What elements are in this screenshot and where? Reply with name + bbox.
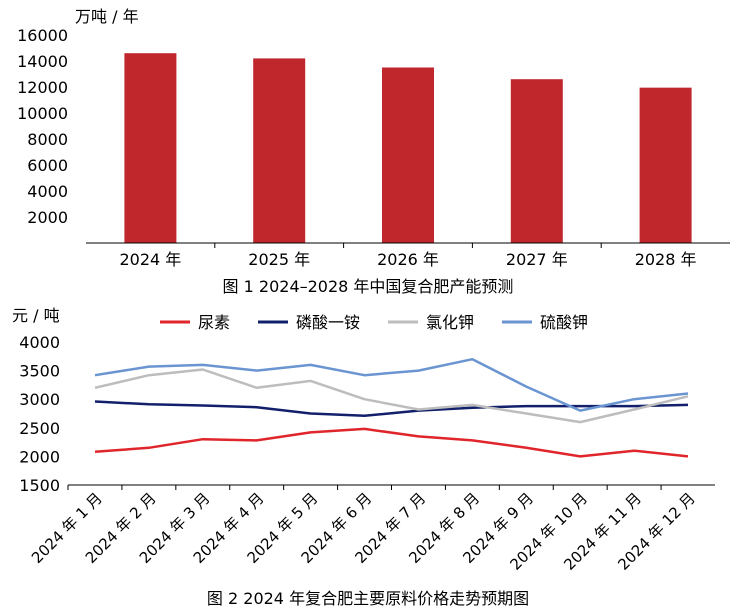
line-y-tick-label: 3000 <box>19 390 60 409</box>
bar-chart-y-axis-label: 万吨 / 年 <box>75 7 139 26</box>
capacity-bar-chart: 万吨 / 年 2000 4000 6000 8000 10000 12000 14000 16… <box>17 7 730 296</box>
series-line-1 <box>94 400 689 418</box>
line-chart-legend: 尿素 磷酸一铵 氯化钾 硫酸钾 <box>160 313 588 332</box>
line-y-tick-label: 3500 <box>19 362 60 381</box>
series-line-0 <box>94 427 689 458</box>
bar-chart-y-ticks: 2000 4000 6000 8000 10000 12000 14000 16000 <box>17 26 68 227</box>
bar-chart-x-ticks: 2024 年 2025 年 2026 年 2027 年 2028 年 <box>119 243 697 269</box>
price-line-chart: 元 / 吨 尿素 磷酸一铵 氯化钾 硫酸钾 1500 2000 2500 3000 3500 4… <box>12 306 715 608</box>
line-y-tick-label: 2000 <box>19 447 60 466</box>
bar-x-tick-label: 2025 年 <box>248 250 310 269</box>
line-chart-y-ticks: 1500 2000 2500 3000 3500 4000 <box>19 333 60 495</box>
bar-4 <box>639 87 692 244</box>
bar-chart-title: 图 1 2024–2028 年中国复合肥产能预测 <box>223 277 514 296</box>
legend-label-3: 硫酸钾 <box>540 313 588 332</box>
bar-1 <box>253 58 306 244</box>
bar-0 <box>124 53 177 244</box>
legend-label-1: 磷酸一铵 <box>296 313 360 332</box>
bar-3 <box>510 79 563 243</box>
bar-y-tick-label: 2000 <box>27 208 68 227</box>
bar-y-tick-label: 4000 <box>27 182 68 201</box>
line-y-tick-label: 2500 <box>19 419 60 438</box>
bar-x-tick-label: 2024 年 <box>119 250 181 269</box>
line-y-tick-label: 4000 <box>19 333 60 352</box>
bar-y-tick-label: 14000 <box>17 52 68 71</box>
bar-y-tick-label: 6000 <box>27 156 68 175</box>
bar-chart-bars <box>124 53 692 244</box>
bar-y-tick-label: 10000 <box>17 104 68 123</box>
line-chart-title: 图 2 2024 年复合肥主要原料价格走势预期图 <box>207 589 529 608</box>
series-line-2 <box>94 368 689 424</box>
series-line-3 <box>94 357 689 412</box>
line-y-tick-label: 1500 <box>19 476 60 495</box>
line-chart-y-axis-label: 元 / 吨 <box>12 306 60 325</box>
legend-label-2: 氯化钾 <box>426 313 474 332</box>
bar-y-tick-label: 8000 <box>27 130 68 149</box>
line-chart-series <box>94 357 689 458</box>
bar-x-tick-label: 2028 年 <box>635 250 697 269</box>
bar-y-tick-label: 12000 <box>17 78 68 97</box>
bar-x-tick-label: 2027 年 <box>506 250 568 269</box>
bar-x-tick-label: 2026 年 <box>377 250 439 269</box>
legend-label-0: 尿素 <box>198 313 230 332</box>
bar-2 <box>382 67 434 243</box>
bar-y-tick-label: 16000 <box>17 26 68 45</box>
